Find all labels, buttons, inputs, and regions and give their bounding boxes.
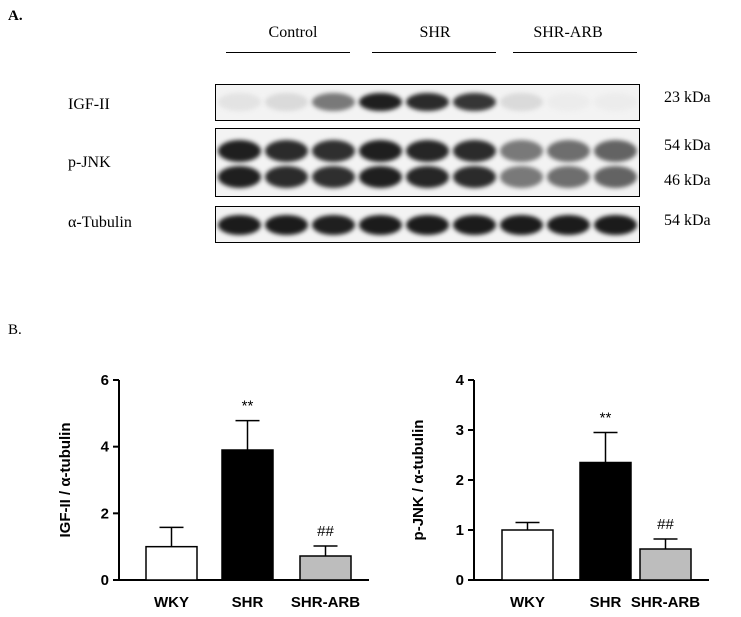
x-category-label: SHR <box>590 594 622 611</box>
blot-band <box>218 140 261 162</box>
blot-band <box>500 93 543 111</box>
blot-band <box>406 93 449 111</box>
pjnk-bar-chart: 0 1 2 3 4 p-JNK / α-tubulin WKY SHR ** SHR-ARB ## <box>410 372 709 611</box>
x-category-label: WKY <box>154 594 189 611</box>
blot-band <box>594 93 637 111</box>
blot-band <box>218 166 261 188</box>
group-label-shr-arb: SHR-ARB <box>533 24 603 41</box>
y-tick-label: 3 <box>456 422 464 439</box>
blot-band <box>547 93 590 111</box>
group-label-control: Control <box>268 24 318 41</box>
blot-band <box>359 215 402 235</box>
y-tick-label: 0 <box>456 572 464 589</box>
blot-band <box>547 140 590 162</box>
significance-marker: ## <box>657 516 674 533</box>
blot-band <box>500 140 543 162</box>
significance-marker: ** <box>242 398 254 415</box>
bar <box>501 529 554 581</box>
blot-band <box>453 166 496 188</box>
blot-band <box>594 140 637 162</box>
blot-band <box>359 93 402 111</box>
significance-marker: ## <box>317 523 334 540</box>
group-underline-shr-arb <box>513 52 637 53</box>
kda-marker-tubulin: 54 kDa <box>664 212 711 229</box>
blot-band <box>453 140 496 162</box>
blot-band <box>500 166 543 188</box>
blot-band <box>547 215 590 235</box>
bar <box>221 449 274 581</box>
bar <box>579 461 632 581</box>
y-tick-label: 1 <box>456 522 464 539</box>
blot-band <box>406 166 449 188</box>
blot-band <box>312 215 355 235</box>
blot-band <box>312 93 355 111</box>
blot-band <box>265 93 308 111</box>
group-underline-shr <box>372 52 496 53</box>
blot-band <box>265 166 308 188</box>
x-category-label: SHR-ARB <box>631 594 700 611</box>
kda-marker-pjnk-46: 46 kDa <box>664 172 711 189</box>
blot-band <box>218 93 261 111</box>
kda-marker-pjnk-54: 54 kDa <box>664 137 711 154</box>
blot-row-label-pjnk: p-JNK <box>68 154 111 171</box>
igf2-bar-chart: 0 2 4 6 IGF-II / α-tubulin WKY SHR ** SHR-ARB ## <box>57 372 369 611</box>
blot-band <box>218 215 261 235</box>
blot-band <box>500 215 543 235</box>
x-category-label: WKY <box>510 594 545 611</box>
blot-band <box>359 140 402 162</box>
blot-row-label-tubulin: α-Tubulin <box>68 214 132 231</box>
x-category-label: SHR-ARB <box>291 594 360 611</box>
blot-band <box>265 215 308 235</box>
blot-band <box>406 215 449 235</box>
blot-band <box>453 93 496 111</box>
blot-band <box>312 140 355 162</box>
western-blot-tubulin <box>215 206 640 243</box>
blot-band <box>265 140 308 162</box>
panel-a-label: A. <box>8 8 23 24</box>
western-blot-igf2 <box>215 84 640 121</box>
y-tick-label: 6 <box>101 372 109 389</box>
kda-marker-igf2: 23 kDa <box>664 89 711 106</box>
blot-band <box>359 166 402 188</box>
y-tick-label: 4 <box>456 372 465 389</box>
y-tick-label: 0 <box>101 572 109 589</box>
blot-band <box>594 215 637 235</box>
bar <box>299 555 352 581</box>
bar <box>639 548 692 581</box>
blot-band <box>453 215 496 235</box>
group-label-shr: SHR <box>419 24 451 41</box>
blot-band <box>312 166 355 188</box>
blot-band <box>406 140 449 162</box>
y-axis-label: IGF-II / α-tubulin <box>57 422 74 537</box>
blot-row-label-igf2: IGF-II <box>68 96 110 113</box>
y-tick-label: 2 <box>456 472 464 489</box>
y-tick-label: 4 <box>101 439 110 456</box>
significance-marker: ** <box>600 410 612 427</box>
panel-b-label: B. <box>8 322 22 338</box>
y-axis-label: p-JNK / α-tubulin <box>410 420 427 541</box>
western-blot-pjnk <box>215 128 640 197</box>
x-category-label: SHR <box>232 594 264 611</box>
y-tick-label: 2 <box>101 505 109 522</box>
blot-band <box>594 166 637 188</box>
blot-band <box>547 166 590 188</box>
bar <box>145 545 198 581</box>
group-underline-control <box>226 52 350 53</box>
